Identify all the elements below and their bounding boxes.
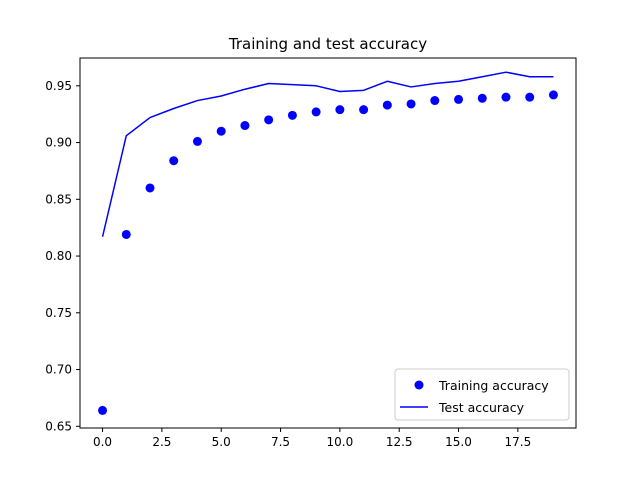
axes-frame (79, 57, 577, 429)
point-training-accuracy (121, 229, 131, 239)
legend-label-training: Training accuracy (438, 378, 549, 393)
point-training-accuracy (264, 115, 274, 125)
point-training-accuracy (548, 90, 558, 100)
chart-title: Training and test accuracy (228, 35, 427, 53)
point-training-accuracy (311, 107, 321, 117)
point-training-accuracy (477, 93, 487, 103)
y-tick-label: 0.65 (45, 419, 72, 433)
axis-ticks: 0.0 2.5 5.0 7.5 10.0 12.5 15.0 17.5 0.65 0.70 0.75… (45, 79, 531, 449)
point-training-accuracy (359, 105, 369, 115)
point-training-accuracy (382, 100, 392, 110)
point-training-accuracy (525, 92, 535, 102)
legend-marker-training (414, 380, 424, 390)
legend: Training accuracy Test accuracy (394, 368, 570, 421)
point-training-accuracy (406, 99, 416, 109)
x-tick-label: 15.0 (445, 435, 472, 449)
point-training-accuracy (454, 94, 464, 104)
x-tick-label: 7.5 (271, 435, 290, 449)
point-training-accuracy (216, 126, 226, 136)
point-training-accuracy (145, 183, 155, 193)
y-tick-label: 0.85 (45, 192, 72, 206)
series-line-test-accuracy (101, 71, 554, 237)
y-tick-label: 0.95 (45, 79, 72, 93)
point-training-accuracy (98, 405, 108, 415)
y-tick-label: 0.70 (45, 363, 72, 377)
x-tick-label: 12.5 (386, 435, 413, 449)
point-training-accuracy (287, 110, 297, 120)
point-training-accuracy (192, 136, 202, 146)
axes-background (80, 58, 576, 428)
y-tick-label: 0.75 (45, 306, 72, 320)
x-tick-label: 10.0 (327, 435, 354, 449)
plot-area (80, 58, 576, 428)
legend-label-test: Test accuracy (438, 400, 525, 415)
point-training-accuracy (335, 105, 345, 115)
data-marks (98, 71, 558, 415)
point-training-accuracy (240, 121, 250, 131)
x-tick-label: 0.0 (93, 435, 112, 449)
x-tick-label: 5.0 (212, 435, 231, 449)
x-tick-label: 17.5 (504, 435, 531, 449)
y-tick-label: 0.80 (45, 249, 72, 263)
point-training-accuracy (169, 156, 179, 166)
y-tick-label: 0.90 (45, 136, 72, 150)
legend-box (394, 368, 570, 421)
x-tick-label: 2.5 (152, 435, 171, 449)
point-training-accuracy (430, 96, 440, 106)
point-training-accuracy (501, 92, 511, 102)
